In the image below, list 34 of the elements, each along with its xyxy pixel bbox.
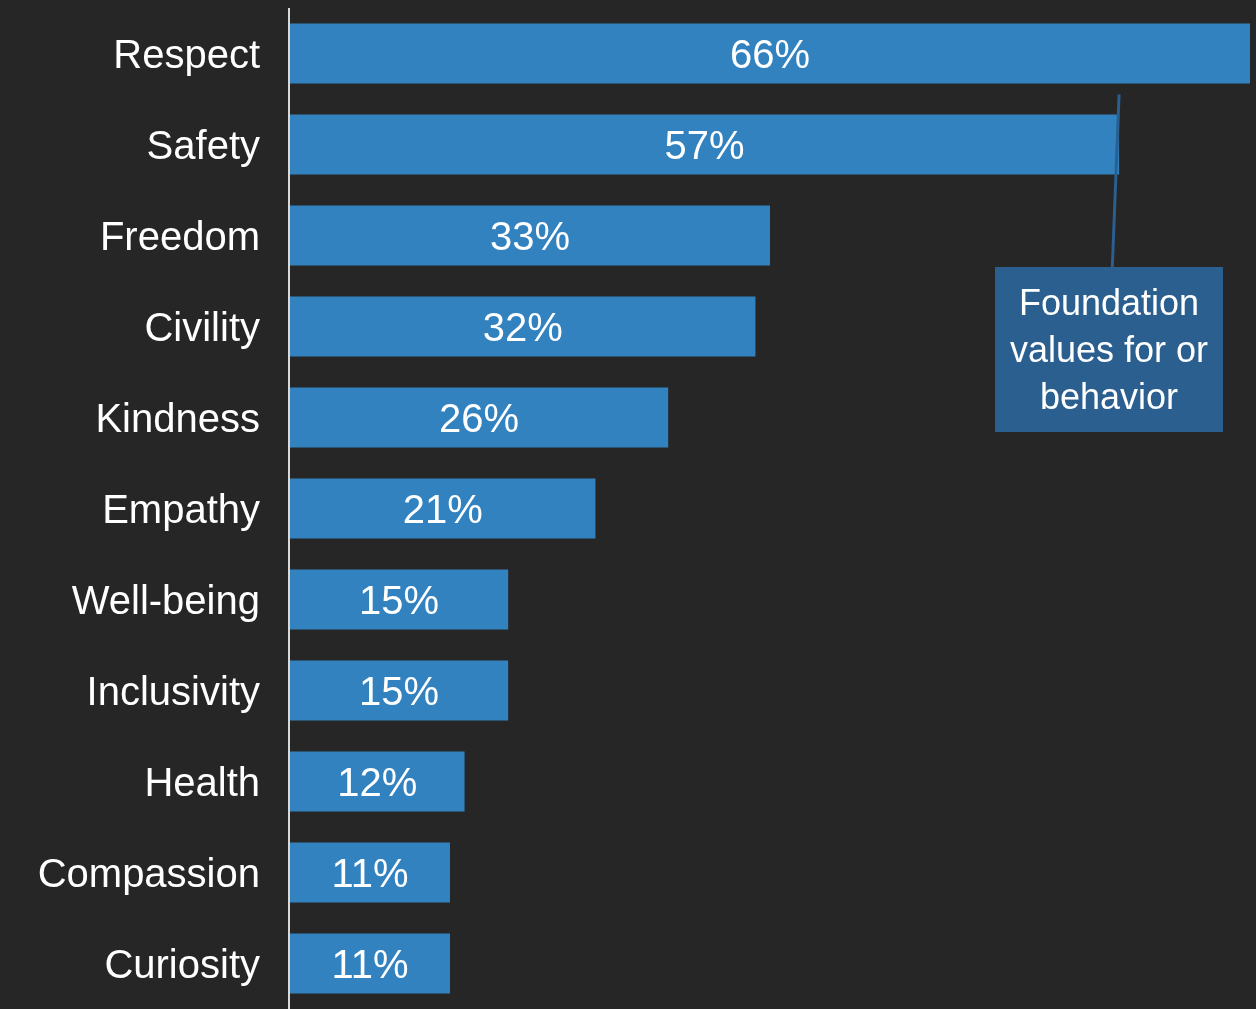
bar (290, 114, 1120, 175)
bar (290, 296, 756, 357)
bar (290, 751, 465, 812)
bar (290, 205, 770, 266)
y-tick-label: Respect (113, 31, 260, 76)
y-tick-label: Safety (146, 122, 260, 167)
annotation: Foundation values for or behavior (1010, 282, 1209, 417)
data-label: 66% (729, 31, 811, 76)
y-tick-label: Civility (144, 304, 260, 349)
data-label: 32% (482, 304, 563, 349)
y-tick-label: Empathy (102, 486, 260, 531)
data-label: 57% (664, 122, 745, 167)
data-label: 15% (359, 668, 440, 713)
y-tick-label: Curiosity (104, 941, 260, 986)
bar (290, 933, 450, 994)
y-tick-label: Compassion (37, 850, 260, 895)
data-label: 12% (337, 759, 418, 804)
bar (290, 660, 509, 721)
bar (290, 569, 509, 630)
bar (290, 387, 669, 448)
data-label: 11% (331, 941, 409, 986)
y-tick-label: Freedom (99, 213, 260, 258)
bar (290, 842, 450, 903)
data-label: 26% (439, 395, 520, 440)
data-label: 33% (489, 213, 571, 258)
y-tick-label: Kindness (95, 395, 260, 440)
data-label: 15% (359, 577, 440, 622)
data-label: 21% (402, 486, 483, 531)
y-tick-label: Health (144, 759, 260, 804)
data-label: 11% (331, 850, 409, 895)
y-tick-label: Well-being (71, 577, 260, 622)
y-tick-label: Inclusivity (86, 668, 260, 713)
bar (290, 23, 1250, 84)
bar (290, 478, 596, 539)
